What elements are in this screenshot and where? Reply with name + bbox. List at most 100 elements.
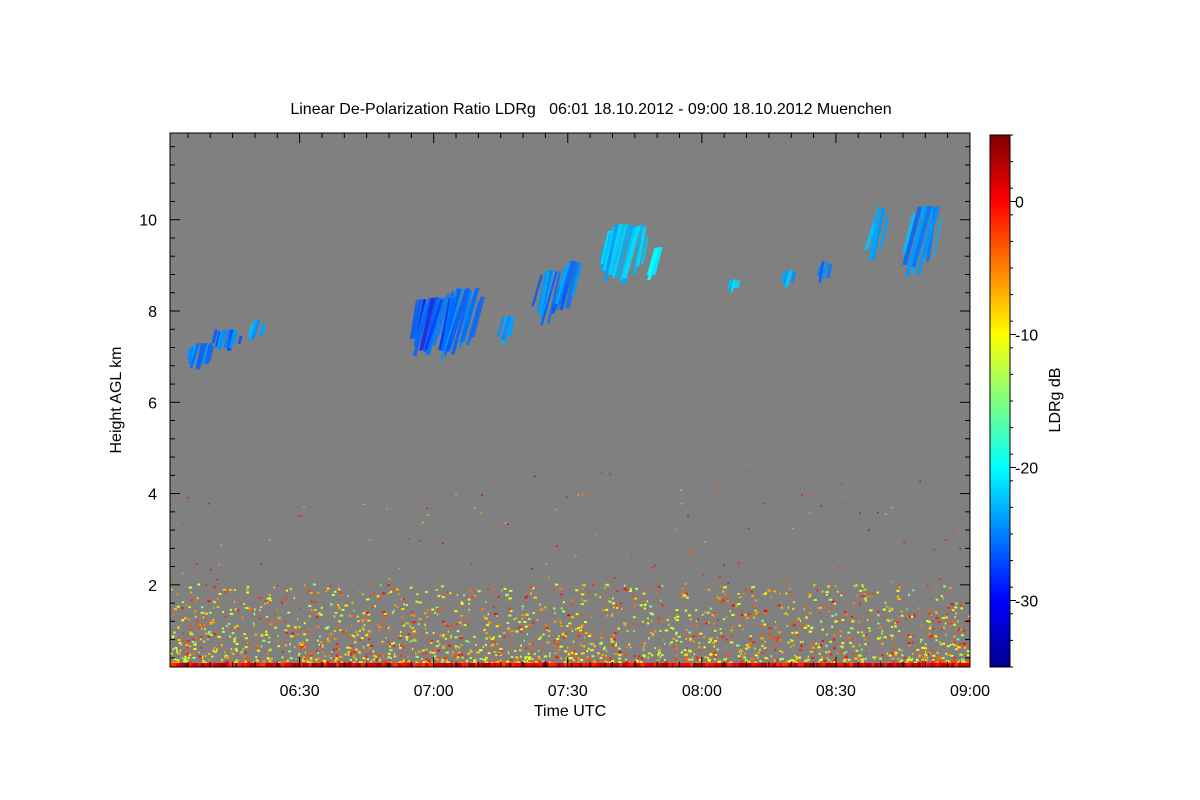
aerosol-pixel [362,612,366,615]
aerosol-pixel [748,642,752,645]
aerosol-pixel [921,661,926,664]
aerosol-pixel [520,644,522,647]
aerosol-pixel [633,606,635,609]
surface-pixel [246,663,251,667]
cloud-layer-0 [186,342,215,370]
aerosol-pixel [388,592,390,595]
aerosol-pixel [580,626,583,628]
aerosol-pixel [337,659,340,661]
aerosol-pixel [302,659,305,662]
aerosol-pixel [208,652,211,655]
cloud-fall-streak [500,316,512,341]
aerosol-pixel [482,645,485,648]
surface-pixel [625,663,629,667]
aerosol-pixel [551,661,553,664]
noise-pixel [419,501,422,503]
aerosol-pixel [412,630,416,633]
aerosol-pixel [338,606,341,609]
aerosol-pixel [232,652,235,655]
aerosol-pixel [338,648,340,651]
aerosol-pixel [519,649,522,652]
aerosol-pixel [591,643,595,646]
aerosol-pixel [250,608,254,611]
aerosol-pixel [942,597,944,600]
aerosol-pixel [836,656,838,659]
noise-pixel [674,528,677,531]
aerosol-pixel [778,631,781,634]
aerosol-pixel [422,661,426,664]
noise-pixel [738,565,741,567]
aerosol-pixel [558,619,561,622]
noise-pixel [867,529,870,531]
cloud-fall-streak [921,206,941,258]
aerosol-pixel [211,658,213,661]
aerosol-pixel [886,605,888,608]
aerosol-pixel [527,658,531,661]
surface-pixel [508,663,512,667]
aerosol-pixel [950,620,954,623]
aerosol-pixel [713,615,715,618]
aerosol-pixel [396,588,399,591]
surface-pixel [311,663,315,667]
noise-pixel [264,499,267,501]
aerosol-pixel [362,657,366,660]
aerosol-pixel [960,628,963,631]
aerosol-pixel [377,623,379,626]
aerosol-pixel [819,658,823,661]
aerosol-pixel [845,613,848,616]
aerosol-pixel [580,603,584,606]
aerosol-pixel [433,655,437,658]
aerosol-pixel [699,632,703,635]
aerosol-pixel [781,601,783,604]
aerosol-pixel [602,609,605,612]
aerosol-pixel [881,654,884,657]
aerosol-pixel [890,626,893,628]
surface-pixel [474,663,478,667]
aerosol-pixel [570,604,573,607]
aerosol-pixel [234,588,237,591]
aerosol-pixel [479,649,483,652]
aerosol-pixel [773,644,776,647]
aerosol-pixel [838,645,840,648]
aerosol-pixel [357,620,360,623]
aerosol-pixel [188,653,192,656]
surface-pixel [194,663,198,667]
cloud-fall-streak [438,297,452,350]
aerosol-pixel [764,640,766,643]
aerosol-pixel [613,638,617,641]
aerosol-pixel [389,649,393,652]
aerosol-pixel [222,611,225,613]
aerosol-pixel [629,590,632,592]
surface-pixel [886,663,891,667]
aerosol-pixel [874,655,878,658]
surface-pixel [385,663,389,667]
aerosol-pixel [766,648,768,651]
aerosol-pixel [548,635,550,638]
surface-pixel [354,663,358,667]
aerosol-pixel [524,625,528,628]
aerosol-pixel [207,638,209,641]
aerosol-pixel [680,651,683,654]
aerosol-pixel [966,659,970,662]
aerosol-pixel [521,661,524,664]
aerosol-pixel [953,635,957,638]
aerosol-pixel [384,614,388,617]
aerosol-pixel [592,633,595,636]
y-axis-label: Height AGL km [108,346,125,453]
aerosol-pixel [796,634,799,637]
aerosol-pixel [396,605,399,608]
aerosol-pixel [485,637,489,640]
aerosol-pixel [779,592,781,595]
aerosol-pixel [387,656,391,659]
aerosol-pixel [364,656,368,659]
aerosol-pixel [865,627,867,630]
aerosol-pixel [496,643,498,645]
aerosol-pixel [954,615,956,618]
aerosol-pixel [308,615,311,618]
noise-pixel [555,508,557,511]
aerosol-pixel [518,626,522,629]
surface-pixel [520,663,524,667]
aerosol-pixel [951,610,953,613]
noise-pixel [748,471,751,473]
aerosol-pixel [755,661,758,664]
